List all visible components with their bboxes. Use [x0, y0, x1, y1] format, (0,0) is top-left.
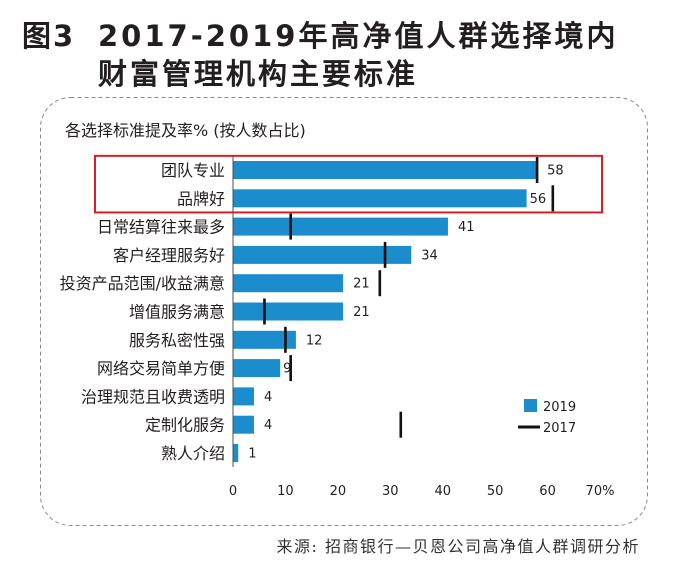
- category-labels: 团队专业品牌好日常结算往来最多客户经理服务好投资产品范围/收益满意增值服务满意服…: [60, 161, 225, 463]
- source-note: 来源: 招商银行—贝恩公司高净值人群调研分析: [276, 537, 640, 556]
- category-label-11: 熟人介绍: [161, 444, 225, 463]
- x-tick-label: 30: [382, 484, 399, 499]
- legend-swatch-2019: [524, 399, 537, 412]
- value-label-2019-row-2: 56: [530, 192, 547, 207]
- value-label-2019-row-1: 58: [547, 164, 564, 179]
- marker-2017-row-5: [378, 270, 382, 297]
- value-label-2019-row-3: 41: [458, 220, 475, 235]
- marker-2017-row-4: [383, 241, 387, 268]
- legend-label-2019: 2019: [543, 400, 576, 415]
- bars-2019: [233, 161, 538, 462]
- category-label-5: 投资产品范围/收益满意: [60, 274, 225, 293]
- category-label-6: 增值服务满意: [129, 303, 225, 322]
- chart-title: 2017-2019年高净值人群选择境内 财富管理机构主要标准: [98, 19, 619, 91]
- bar-2019-row-8: [233, 359, 281, 378]
- marker-2017-row-7: [284, 326, 287, 353]
- x-tick-label: 0: [229, 484, 237, 499]
- legend: 2019 2017: [518, 399, 576, 436]
- category-label-1: 团队专业: [161, 161, 225, 180]
- value-label-2019-row-9: 4: [264, 390, 272, 405]
- x-tick-label: 50: [487, 484, 504, 499]
- marker-2017-row-10: [399, 411, 403, 438]
- category-label-9: 治理规范且收费透明: [81, 387, 225, 406]
- bar-2019-row-10: [233, 415, 254, 434]
- value-label-2019-row-6: 21: [353, 305, 370, 320]
- bar-2019-row-6: [233, 302, 344, 321]
- x-tick-label: 10: [277, 484, 294, 499]
- chart-frame: [40, 97, 648, 526]
- highlight-box: [94, 154, 603, 214]
- category-label-7: 服务私密性强: [129, 331, 225, 350]
- value-label-2019-row-4: 34: [421, 248, 438, 263]
- category-label-3: 日常结算往来最多: [97, 218, 225, 237]
- category-label-10: 定制化服务: [145, 416, 225, 435]
- marker-2017-row-2: [551, 185, 555, 212]
- chart-subtitle: 各选择标准提及率% (按人数占比): [65, 121, 306, 140]
- bar-2019-row-9: [233, 387, 254, 406]
- marker-2017-row-1: [535, 157, 539, 183]
- bar-2019-row-11: [233, 444, 239, 462]
- category-label-4: 客户经理服务好: [113, 246, 225, 265]
- bar-2019-row-3: [233, 217, 448, 236]
- legend-label-2017: 2017: [543, 421, 576, 436]
- highlight-layer: [94, 154, 603, 214]
- x-tick-label: 40: [434, 484, 451, 499]
- marker-2017-row-3: [289, 213, 292, 240]
- x-tick-label: 20: [330, 484, 347, 499]
- value-label-2019-row-11: 1: [248, 447, 256, 462]
- bar-2019-row-2: [233, 189, 527, 208]
- bar-2019-row-7: [233, 330, 296, 349]
- markers-2017: [263, 157, 555, 438]
- category-label-2: 品牌好: [177, 189, 225, 208]
- marker-2017-row-6: [263, 298, 266, 325]
- marker-2017-row-8: [289, 355, 292, 382]
- x-tick-label: 70%: [586, 484, 615, 499]
- x-tick-label: 60: [539, 484, 556, 499]
- figure-label: 图3: [22, 19, 76, 53]
- bar-2019-row-4: [233, 245, 412, 264]
- bar-2019-row-1: [233, 161, 538, 179]
- value-label-2019-row-10: 4: [264, 418, 272, 433]
- x-axis-ticks: 0 10 20 30 40 50 60 70%: [229, 484, 615, 499]
- value-label-2019-row-8: 9: [283, 362, 291, 377]
- value-label-2019-row-5: 21: [353, 277, 370, 292]
- bar-2019-row-5: [233, 274, 344, 293]
- value-label-2019-row-7: 12: [306, 333, 323, 348]
- category-label-8: 网络交易简单方便: [97, 359, 225, 378]
